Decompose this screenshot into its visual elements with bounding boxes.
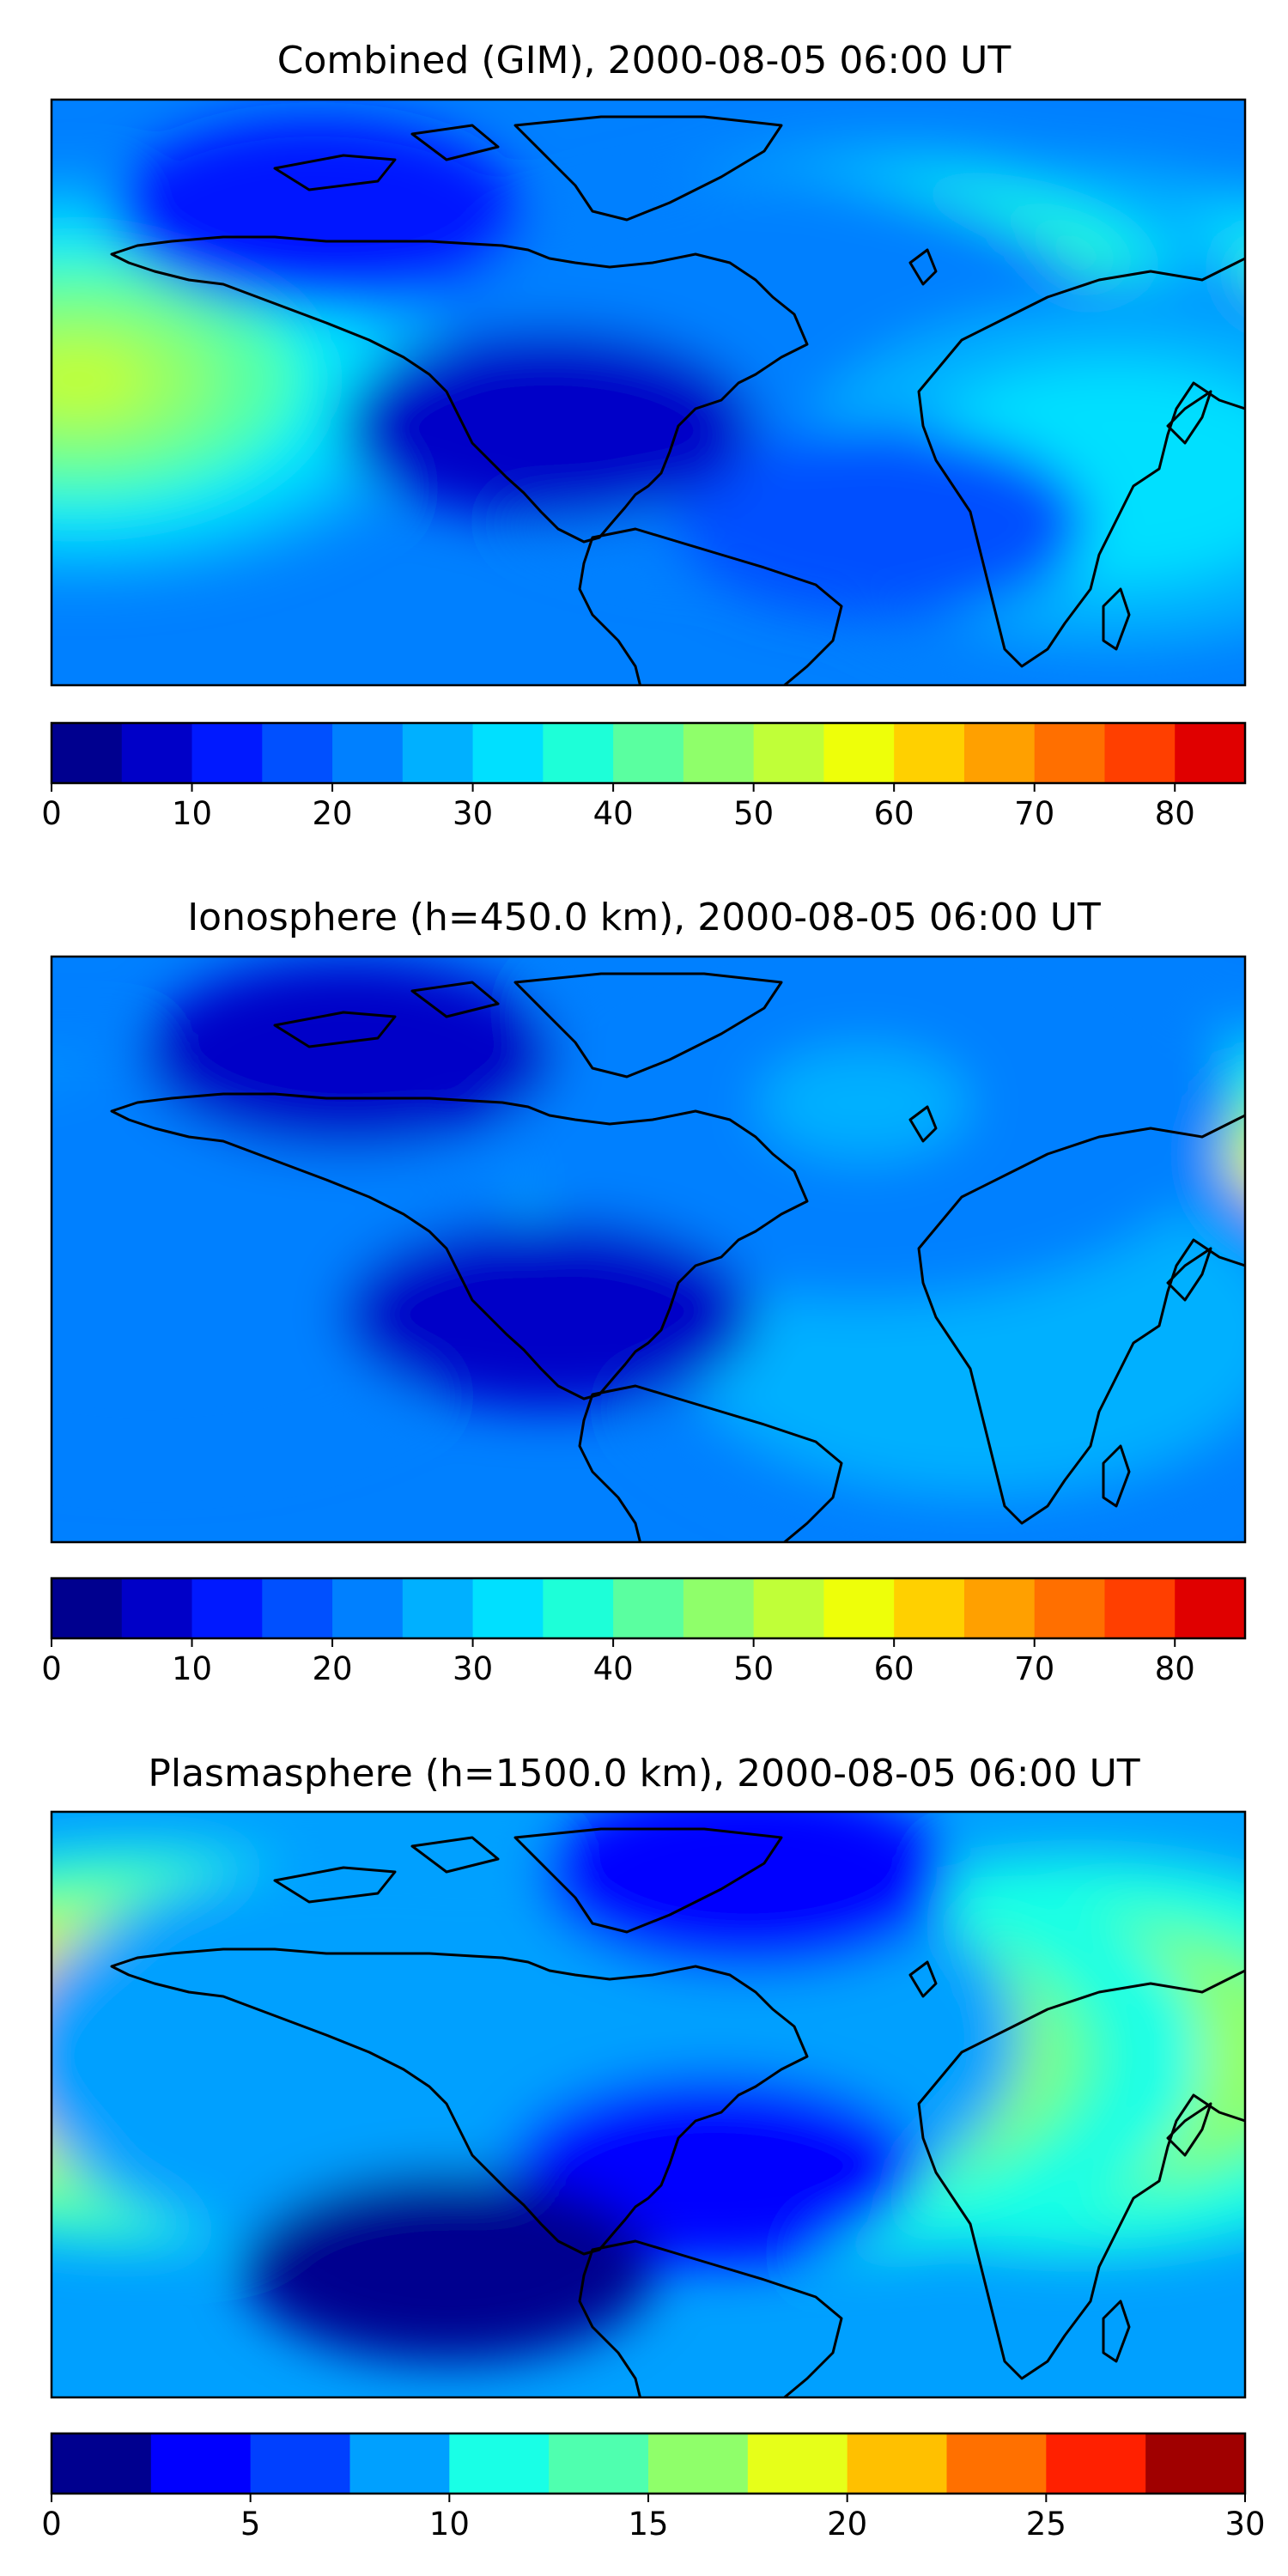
- colorbar-tick-label: 5: [240, 2506, 261, 2543]
- colorbar-segment: [1034, 723, 1106, 783]
- colorbar-tick-label: 10: [172, 1650, 212, 1687]
- colorbar-tick-label: 0: [41, 1650, 62, 1687]
- colorbar-tick-label: 20: [313, 795, 353, 832]
- contour-blob: [110, 118, 523, 308]
- contour-blob: [874, 1274, 1086, 1388]
- colorbar-tick-label: 70: [1014, 1650, 1054, 1687]
- colorbar-segment: [753, 1578, 825, 1638]
- map-frame: [50, 1810, 1247, 2399]
- colorbar-segment: [332, 1578, 404, 1638]
- colorbar-tick-label: 0: [41, 2506, 62, 2543]
- map-panel-combined: 0 10 20 30 40 50 60 70 80: [41, 98, 1247, 832]
- colorbar-segment: [402, 1578, 474, 1638]
- colorbar-segment: [332, 723, 404, 783]
- colorbar-segment: [250, 2433, 351, 2494]
- colorbar-tick-label: 30: [453, 795, 493, 832]
- colorbar-segment: [1175, 723, 1246, 783]
- colorbar-tick-label: 20: [313, 1650, 353, 1687]
- colorbar-segment: [1145, 2433, 1246, 2494]
- colorbar-segment: [894, 723, 965, 783]
- colorbar-segment: [472, 723, 544, 783]
- map-frame: [50, 98, 1247, 687]
- colorbar-segment: [648, 2433, 749, 2494]
- colorbar-tick-label: 30: [1224, 2506, 1265, 2543]
- contour-blob: [143, 959, 556, 1149]
- contour-blob: [343, 1219, 756, 1409]
- colorbar-segment: [613, 723, 684, 783]
- colorbar-segment: [946, 2433, 1047, 2494]
- colorbar-segment: [191, 723, 263, 783]
- colorbar-frame: [50, 721, 1247, 785]
- contour-blob: [541, 1812, 954, 1971]
- colorbar-tick-label: 50: [733, 795, 774, 832]
- contour-blob: [757, 1046, 969, 1160]
- colorbar-segment: [191, 1578, 263, 1638]
- colorbar-segment: [402, 723, 474, 783]
- colorbar-segment: [472, 1578, 544, 1638]
- colorbar-tick-label: 60: [874, 1650, 914, 1687]
- color-field: [52, 100, 1245, 685]
- colorbar-segment: [543, 1578, 614, 1638]
- panel-title-ionosphere: Ionosphere (h=450.0 km), 2000-08-05 06:0…: [187, 896, 1101, 939]
- colorbar-tick-label: 0: [41, 795, 62, 832]
- colorbar-frame: [50, 1577, 1247, 1640]
- colorbar-segment: [1034, 1578, 1106, 1638]
- colorbar-segment: [823, 723, 895, 783]
- colorbar-segment: [52, 723, 123, 783]
- colorbar-segment: [52, 1578, 123, 1638]
- colorbar-tick-label: 70: [1014, 795, 1054, 832]
- colorbar-segment: [1104, 723, 1176, 783]
- colorbar-segment: [349, 2433, 450, 2494]
- panel-title-plasmasphere: Plasmasphere (h=1500.0 km), 2000-08-05 0…: [148, 1752, 1140, 1795]
- colorbar-segment: [613, 1578, 684, 1638]
- colorbar-tick-label: 50: [733, 1650, 774, 1687]
- colorbar-tick-label: 80: [1155, 795, 1195, 832]
- color-field: [52, 1812, 1245, 2397]
- colorbar-segment: [963, 723, 1036, 783]
- color-field: [52, 957, 1245, 1542]
- colorbar-tick-label: 10: [172, 795, 212, 832]
- colorbar-segment: [1046, 2433, 1146, 2494]
- map-panel-ionosphere: 0 10 20 30 40 50 60 70 80: [41, 955, 1247, 1687]
- colorbar-segment: [543, 723, 614, 783]
- colorbar-tick-label: 80: [1155, 1650, 1195, 1687]
- contour-blob: [674, 428, 1087, 617]
- colorbar-tick-label: 30: [453, 1650, 493, 1687]
- colorbar-segment: [150, 2433, 252, 2494]
- contour-blob: [177, 1946, 590, 2166]
- colorbar-segment: [894, 1578, 965, 1638]
- panel-title-combined: Combined (GIM), 2000-08-05 06:00 UT: [276, 39, 1012, 82]
- contour-blob: [243, 2172, 656, 2362]
- colorbar-segment: [262, 723, 333, 783]
- colorbar-segment: [121, 1578, 193, 1638]
- colorbar-segment: [1175, 1578, 1246, 1638]
- contour-blob: [52, 1200, 274, 1331]
- colorbar-tick-label: 60: [874, 795, 914, 832]
- colorbar-segment: [121, 723, 193, 783]
- colorbar-segment: [1104, 1578, 1176, 1638]
- colorbar-tick-label: 20: [827, 2506, 867, 2543]
- colorbar-tick-label: 40: [593, 1650, 634, 1687]
- colorbar-tick-label: 25: [1026, 2506, 1066, 2543]
- map-frame: [50, 955, 1247, 1544]
- contour-blob: [52, 341, 150, 418]
- colorbar-tick-label: 10: [429, 2506, 470, 2543]
- colorbar-tick-label: 15: [628, 2506, 668, 2543]
- colorbar-segment: [52, 2433, 152, 2494]
- colorbar-segment: [549, 2433, 649, 2494]
- colorbar-segment: [963, 1578, 1036, 1638]
- colorbar-segment: [449, 2433, 550, 2494]
- colorbar-segment: [753, 723, 825, 783]
- colorbar-segment: [683, 723, 755, 783]
- colorbar-segment: [747, 2433, 848, 2494]
- colorbar-segment: [683, 1578, 755, 1638]
- colorbar-segment: [262, 1578, 333, 1638]
- colorbar-segment: [847, 2433, 948, 2494]
- colorbar-tick-label: 40: [593, 795, 634, 832]
- contour-blob: [343, 330, 756, 519]
- map-panel-plasmasphere: 0 5 10 15 20 25 30: [41, 1810, 1266, 2543]
- colorbar-segment: [823, 1578, 895, 1638]
